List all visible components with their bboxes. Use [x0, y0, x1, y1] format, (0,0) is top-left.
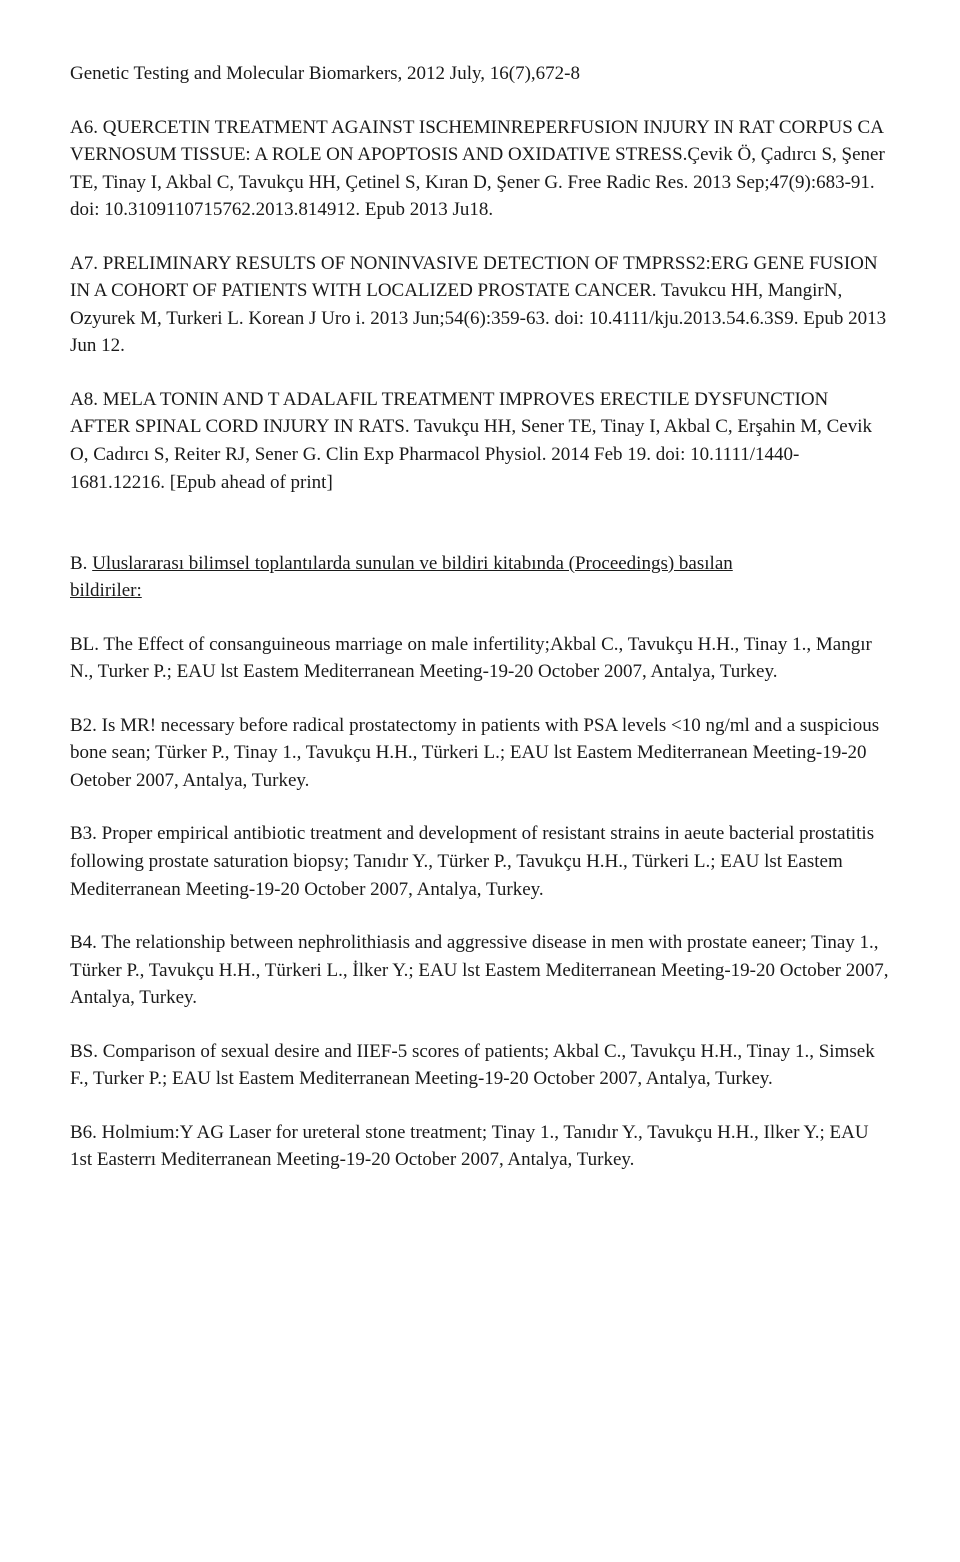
entry-a6: A6. QUERCETIN TREATMENT AGAINST ISCHEMIN…: [70, 114, 890, 224]
header-citation: Genetic Testing and Molecular Biomarkers…: [70, 60, 890, 88]
entry-bs: BS. Comparison of sexual desire and IIEF…: [70, 1038, 890, 1093]
section-b-heading: B. Uluslararası bilimsel toplantılarda s…: [70, 550, 890, 605]
entry-bl: BL. The Effect of consanguineous marriag…: [70, 631, 890, 686]
section-b-underlined: Uluslararası bilimsel toplantılarda sunu…: [92, 553, 733, 574]
section-b-prefix: B.: [70, 553, 92, 574]
section-b-suffix: bildiriler:: [70, 580, 142, 601]
entry-b2: B2. Is MR! necessary before radical pros…: [70, 712, 890, 795]
entry-a7: A7. PRELIMINARY RESULTS OF NONINVASIVE D…: [70, 250, 890, 360]
entry-a8: A8. MELA TONIN AND T ADALAFIL TREATMENT …: [70, 386, 890, 496]
entry-b3: B3. Proper empirical antibiotic treatmen…: [70, 820, 890, 903]
entry-b6: B6. Holmium:Y AG Laser for ureteral ston…: [70, 1119, 890, 1174]
entry-b4: B4. The relationship between nephrolithi…: [70, 929, 890, 1012]
